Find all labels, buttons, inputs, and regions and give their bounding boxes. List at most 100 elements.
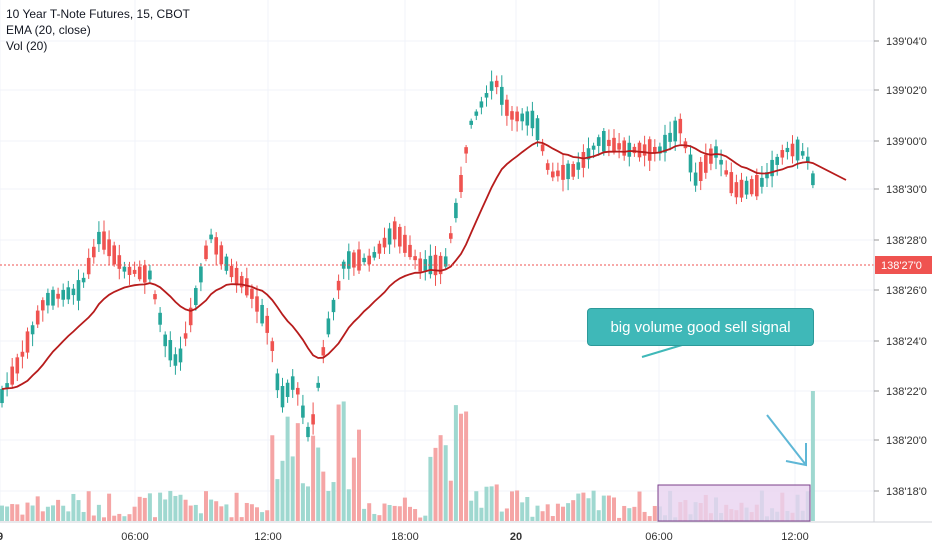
volume-bar xyxy=(96,504,101,521)
volume-bar xyxy=(408,506,412,521)
volume-bar xyxy=(566,503,571,521)
volume-bar xyxy=(61,505,66,521)
volume-bar xyxy=(637,491,642,521)
volume-bar xyxy=(168,490,173,521)
arrow-annotation xyxy=(766,414,807,467)
candle-body xyxy=(520,113,524,122)
volume-bar xyxy=(265,510,270,521)
candle-body xyxy=(704,154,708,173)
candle-body xyxy=(117,255,122,269)
candle-body xyxy=(112,245,116,265)
volume-bar xyxy=(285,416,290,521)
y-tick-label: 138'24'0 xyxy=(886,336,927,348)
candle-body xyxy=(0,388,4,404)
candle-body xyxy=(800,151,805,156)
volume-bar xyxy=(81,511,86,521)
candle-body xyxy=(602,130,606,152)
volume-bar xyxy=(561,506,565,521)
candle-body xyxy=(290,376,295,390)
candle-body xyxy=(219,245,224,265)
volume-bar xyxy=(56,499,61,521)
volume-bar xyxy=(510,491,514,521)
x-tick-label: 12:00 xyxy=(781,531,809,543)
candle-body xyxy=(433,254,438,276)
volume-bar xyxy=(102,517,106,521)
volume-bar xyxy=(555,503,560,521)
candle-body xyxy=(571,164,575,177)
candle-body xyxy=(178,348,183,363)
volume-bar xyxy=(448,480,453,521)
candle-body xyxy=(607,139,611,147)
annotation-text: big volume good sell signal xyxy=(610,318,791,336)
candle-body xyxy=(209,234,213,240)
candle-body xyxy=(540,144,545,152)
candle-body xyxy=(403,234,407,253)
y-tick-label: 139'00'0 xyxy=(886,136,927,148)
volume-bar xyxy=(239,517,244,521)
candle-body xyxy=(336,280,341,291)
candle-body xyxy=(71,288,76,296)
volume-bar xyxy=(45,506,50,521)
volume-bar xyxy=(311,435,316,521)
volume-bar xyxy=(153,517,157,521)
candle-body xyxy=(709,148,713,164)
candle-body xyxy=(454,202,458,219)
volume-bar xyxy=(35,496,40,521)
candle-body xyxy=(647,139,652,161)
candle-body xyxy=(428,255,433,275)
candle-body xyxy=(714,146,718,158)
volume-bar xyxy=(576,493,581,521)
volume-bar xyxy=(387,504,392,521)
y-tick-label: 138'18'0 xyxy=(886,486,927,498)
candle-body xyxy=(653,146,657,154)
candle-body xyxy=(387,228,392,245)
candle-body xyxy=(107,239,111,257)
volume-bar xyxy=(66,511,71,521)
candle-body xyxy=(76,280,81,301)
candle-body xyxy=(591,145,596,150)
candle-body xyxy=(132,269,137,274)
candle-body xyxy=(755,174,759,197)
candle-body xyxy=(61,289,65,300)
volume-bar xyxy=(428,456,433,521)
volume-bar xyxy=(535,505,540,521)
candle-body xyxy=(224,256,229,271)
volume-bar xyxy=(40,511,45,521)
y-tick-label: 138'20'0 xyxy=(886,435,927,447)
volume-bar xyxy=(173,495,178,521)
candle-body xyxy=(143,265,147,283)
candle-body xyxy=(158,312,162,325)
volume-bar xyxy=(632,506,637,521)
candle-body xyxy=(199,266,203,283)
candle-body xyxy=(765,172,769,179)
candle-body xyxy=(245,278,249,296)
volume-bar xyxy=(423,515,428,521)
candle-body xyxy=(500,86,504,105)
volume-bar xyxy=(30,505,35,521)
volume-bar xyxy=(341,401,346,521)
x-tick-label: 20 xyxy=(510,531,522,543)
candle-body xyxy=(525,111,530,126)
volume-bar xyxy=(382,503,387,521)
volume-bar xyxy=(204,491,208,521)
volume-bar xyxy=(336,404,341,521)
candle-body xyxy=(183,333,188,339)
volume-bar xyxy=(591,490,596,521)
volume-bar xyxy=(132,506,137,521)
candle-body xyxy=(341,261,346,269)
y-tick-label: 138'26'0 xyxy=(886,285,927,297)
volume-bar xyxy=(433,447,438,521)
candle-body xyxy=(658,146,662,154)
volume-bar xyxy=(142,497,147,521)
candle-body xyxy=(581,151,586,168)
volume-bar xyxy=(219,506,224,521)
volume-bar xyxy=(244,502,249,521)
volume-bar xyxy=(652,505,657,521)
last-price-tag: 138'27'0 xyxy=(875,256,932,274)
volume-bar xyxy=(550,516,555,521)
y-tick-label: 138'28'0 xyxy=(886,235,927,247)
volume-bar xyxy=(627,508,632,521)
x-tick-label: 06:00 xyxy=(121,531,149,543)
candle-body xyxy=(806,156,810,163)
